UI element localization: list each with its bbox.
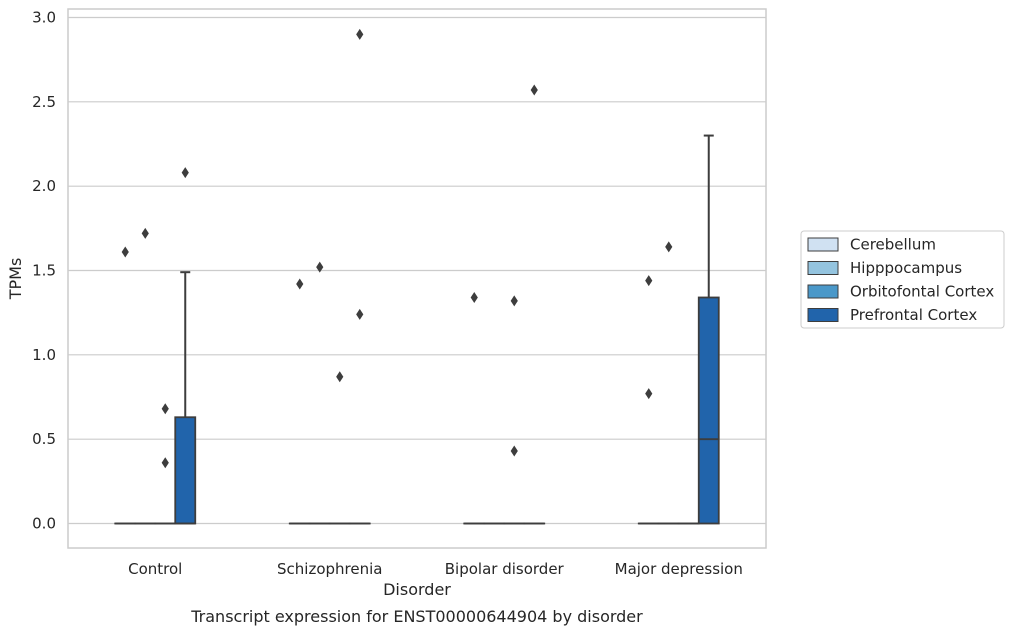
x-tick-label: Control — [128, 560, 182, 578]
box-hipppocampus — [308, 261, 331, 525]
x-axis: Control Schizophrenia Bipolar disorder Majo… — [128, 560, 743, 578]
boxes-layer — [114, 28, 720, 525]
box-prefrontal-cortex — [174, 167, 197, 525]
outlier-point — [356, 308, 364, 320]
box-cerebellum — [637, 275, 660, 525]
x-tick-label: Schizophrenia — [277, 560, 382, 578]
legend-frame — [800, 230, 1005, 329]
outlier-point — [510, 295, 518, 307]
legend-label: Hipppocampus — [850, 259, 962, 277]
y-tick-label: 0.5 — [32, 430, 56, 448]
legend: Cerebellum Hipppocampus Orbitofontal Corte… — [800, 230, 1005, 329]
outlier-point — [530, 84, 538, 96]
box-prefrontal-cortex — [697, 134, 720, 525]
box-body — [174, 416, 197, 525]
box-body — [697, 296, 720, 525]
outlier-point — [645, 275, 653, 287]
outlier-point — [665, 241, 673, 253]
y-tick-label: 2.5 — [32, 93, 56, 111]
outlier-point — [141, 227, 149, 239]
outlier-point — [181, 167, 189, 179]
legend-label: Prefrontal Cortex — [850, 306, 977, 324]
outlier-point — [161, 403, 169, 415]
box-hipppocampus — [657, 241, 680, 525]
y-tick-label: 1.5 — [32, 262, 56, 280]
x-axis-title: Disorder — [383, 580, 451, 599]
legend-label: Cerebellum — [850, 236, 936, 254]
legend-swatch — [807, 237, 839, 252]
outlier-point — [645, 388, 653, 400]
outlier-point — [316, 261, 324, 273]
y-tick-label: 2.0 — [32, 177, 56, 195]
outlier-point — [121, 246, 129, 258]
box-cerebellum — [288, 278, 311, 525]
chart-caption: Transcript expression for ENST0000064490… — [190, 607, 643, 626]
outlier-point — [356, 28, 364, 40]
y-tick-label: 3.0 — [32, 9, 56, 27]
legend-swatch — [807, 284, 839, 299]
box-orbitofontal-cortex — [503, 295, 526, 525]
box-prefrontal-cortex — [348, 28, 371, 525]
y-tick-label: 1.0 — [32, 346, 56, 364]
box-orbitofontal-cortex — [154, 403, 177, 525]
x-tick-label: Major depression — [615, 560, 743, 578]
outlier-point — [161, 457, 169, 469]
outlier-point — [336, 371, 344, 383]
legend-label: Orbitofontal Cortex — [850, 283, 994, 301]
outlier-point — [510, 445, 518, 457]
legend-swatch — [807, 261, 839, 275]
box-hipppocampus — [134, 227, 157, 525]
legend-swatch — [807, 308, 839, 322]
plot-frame — [67, 8, 767, 549]
box-cerebellum — [114, 246, 137, 525]
outlier-point — [296, 278, 304, 290]
box-prefrontal-cortex — [523, 84, 546, 525]
box-orbitofontal-cortex — [328, 371, 351, 525]
box-cerebellum — [463, 291, 486, 525]
outlier-point — [470, 291, 478, 303]
y-tick-label: 0.0 — [32, 515, 56, 533]
x-tick-label: Bipolar disorder — [445, 560, 565, 578]
y-axis: 0.0 0.5 1.0 1.5 2.0 2.5 3.0 — [32, 9, 56, 533]
grid-layer — [68, 16, 766, 525]
y-axis-title: TPMs — [6, 258, 25, 301]
